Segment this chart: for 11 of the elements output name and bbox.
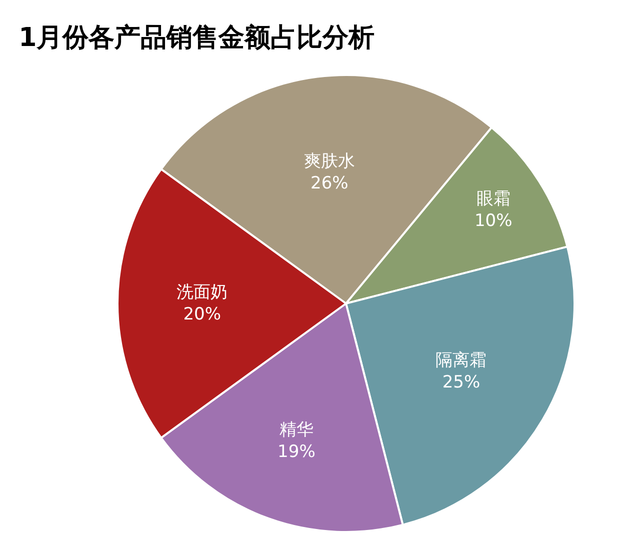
slice-label: 隔离霜 [436, 350, 487, 371]
data-label: 10% [474, 211, 512, 232]
slice-label: 精华 [279, 420, 314, 440]
slice-label: 爽肤水 [304, 151, 355, 172]
data-label: 25% [442, 372, 480, 393]
chart-title: 1月份各产品销售金额占比分析 [18, 23, 375, 54]
data-label: 19% [278, 442, 316, 462]
slice-label: 洗面奶 [176, 282, 228, 302]
data-label: 26% [310, 173, 348, 194]
slice-label: 眼霜 [476, 188, 510, 209]
data-label: 20% [183, 304, 221, 325]
